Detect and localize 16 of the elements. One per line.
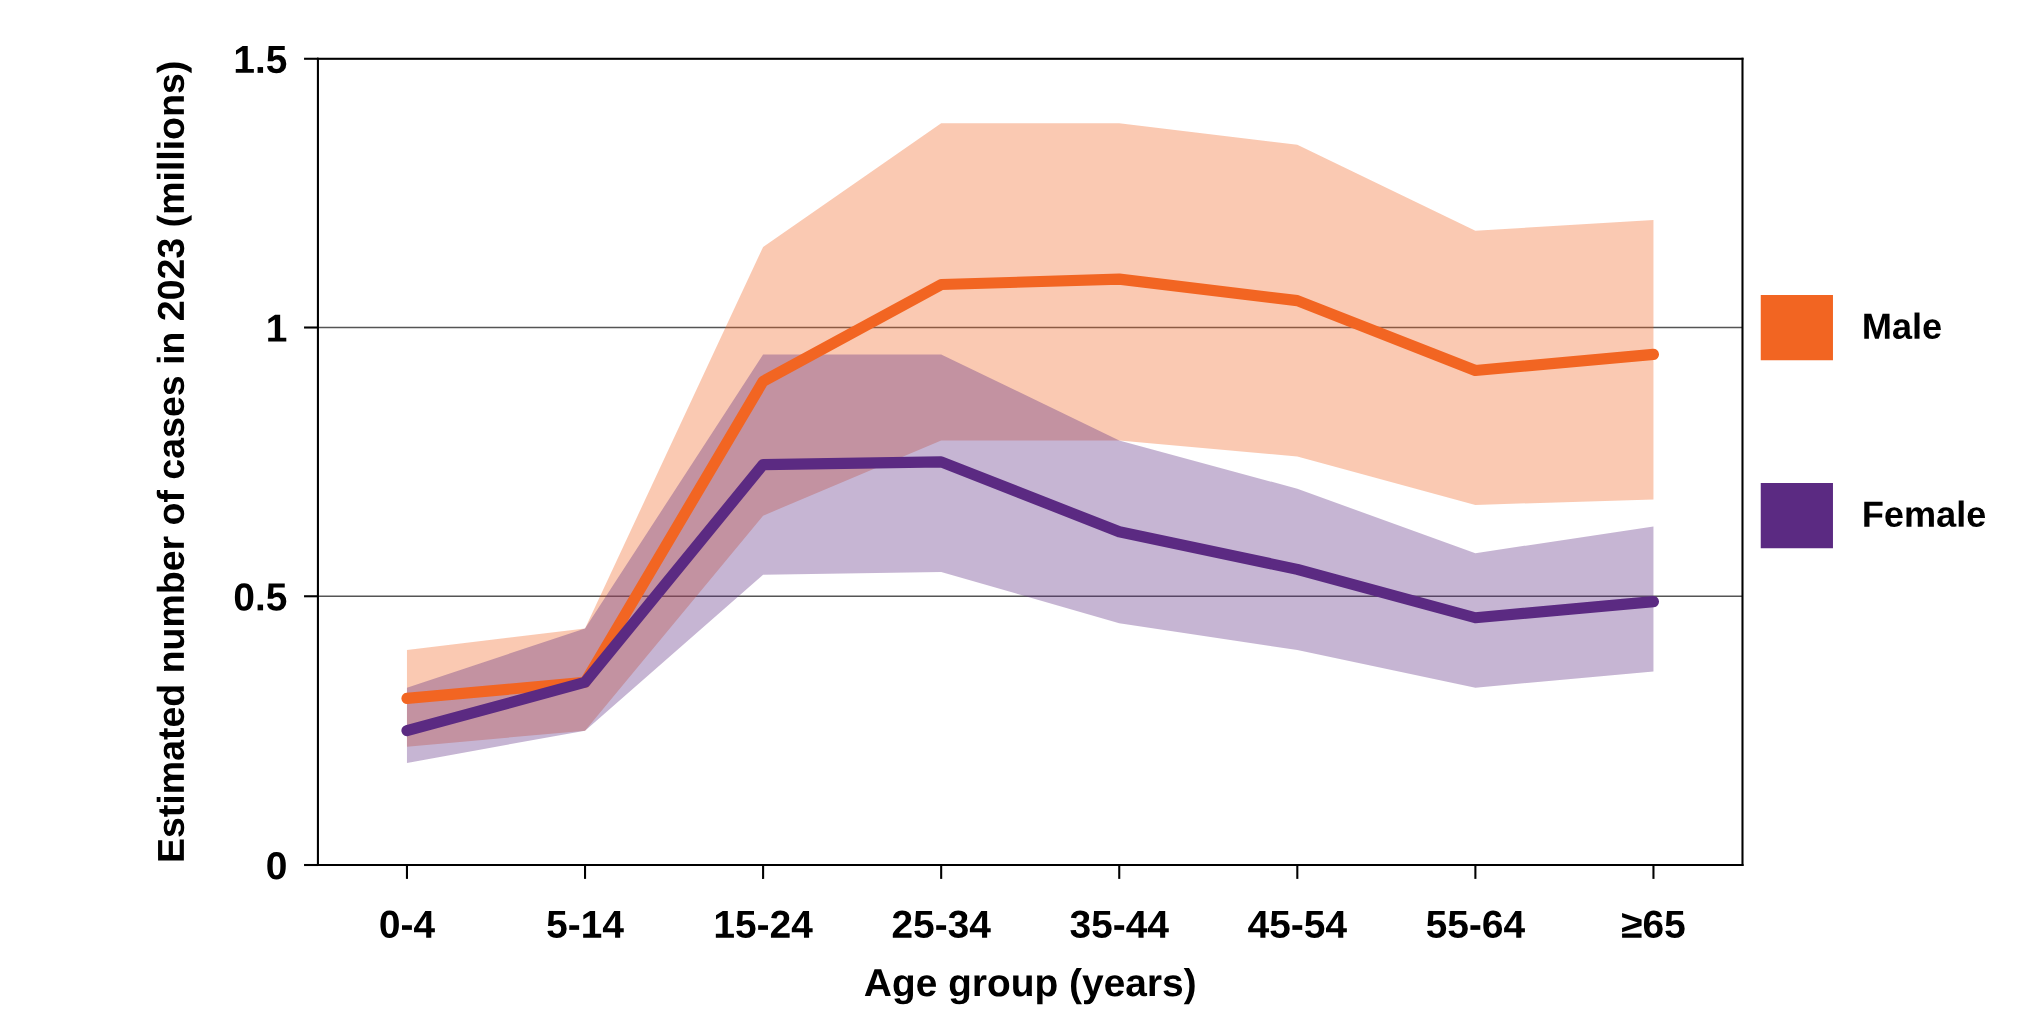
legend-label: Male: [1864, 312, 1941, 340]
y-tick-label: 0.5: [234, 583, 287, 611]
y-tick-label: 1.5: [235, 46, 287, 74]
x-tick-label: 25-34: [892, 910, 991, 939]
y-tick-label: 0: [267, 851, 286, 880]
y-tick-label: 1: [268, 314, 287, 342]
legend-label: Female: [1864, 500, 1986, 528]
x-tick-label: ≥65: [1622, 910, 1685, 939]
x-tick-label: 55-64: [1426, 910, 1525, 939]
x-axis-title: Age group (years): [864, 967, 1195, 1005]
x-tick-label: 45-54: [1248, 910, 1347, 939]
x-tick-label: 0-4: [380, 910, 435, 939]
x-tick-label: 35-44: [1070, 910, 1169, 939]
y-axis-title: Estimated number of cases in 2023 (millions): [156, 62, 192, 861]
x-tick-label: 5-14: [547, 910, 624, 939]
x-tick-label: 15-24: [715, 910, 813, 939]
